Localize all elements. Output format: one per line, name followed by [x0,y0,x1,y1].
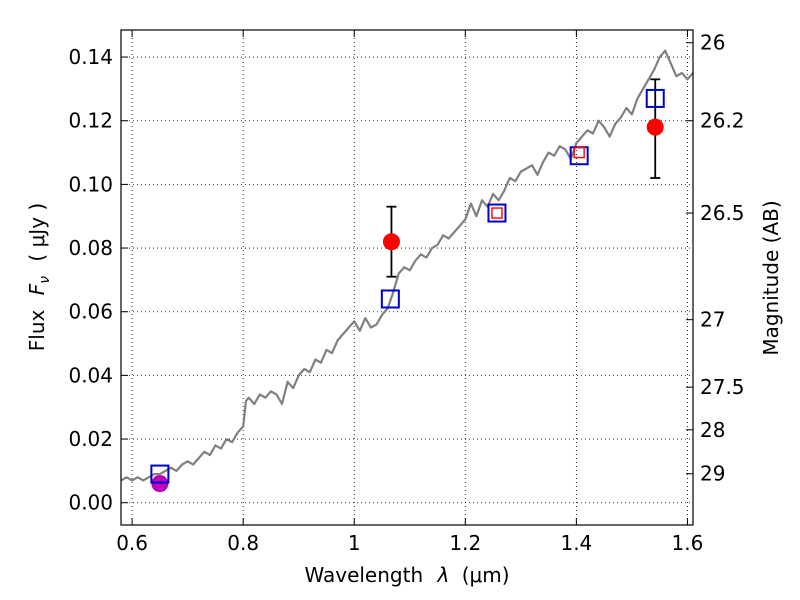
right-tick-label: 26 [700,31,725,55]
y-tick-label: 0.10 [68,172,113,196]
x-tick-label: 1 [348,531,361,555]
model-spectrum [120,49,694,482]
y-tick-label: 0.04 [68,363,113,387]
model-point-square [150,464,170,484]
data-point-circle [646,118,664,136]
x-tick-label: 1.2 [449,531,481,555]
limit-point-square [491,207,503,219]
x-tick-label: 0.8 [227,531,259,555]
y-tick-label: 0.06 [68,300,113,324]
model-point-square [645,88,665,108]
y-tick-label: 0.08 [68,236,113,260]
x-axis-label: Wavelength λ (μm) [304,563,509,587]
plot-area [121,30,693,525]
y-tick-label: 0.14 [68,45,113,69]
right-tick-label: 26.5 [700,201,745,225]
right-tick-label: 27 [700,308,725,332]
y-axis-label-left: Flux Fν ( μJy ) [25,203,54,351]
data-markers [150,78,665,493]
y-tick-label: 0.02 [68,427,113,451]
right-tick-label: 27.5 [700,375,745,399]
right-tick-label: 26.2 [700,109,745,133]
y-axis-label-right: Magnitude (AB) [759,200,783,355]
model-point-square [487,203,507,223]
right-tick-label: 29 [700,462,725,486]
data-point-circle [151,475,169,493]
x-axis-ticks: 0.6 0.8 1 1.2 1.4 1.6 [116,30,703,555]
right-tick-label: 28 [700,418,725,442]
spectrum-line [120,49,694,482]
x-tick-label: 1.6 [672,531,704,555]
right-axis-ticks: 26 26.2 26.5 27 27.5 28 29 [686,31,745,486]
y-axis-ticks: 0.00 0.02 0.04 0.06 0.08 0.10 0.12 0.14 [68,45,128,515]
limit-point-square [573,146,585,159]
x-tick-label: 1.4 [560,531,592,555]
model-point-square [380,289,400,309]
y-tick-label: 0.12 [68,109,113,133]
data-point-circle [382,233,400,251]
y-tick-label: 0.00 [68,491,113,515]
x-tick-label: 0.6 [116,531,148,555]
plot-border [120,29,694,526]
